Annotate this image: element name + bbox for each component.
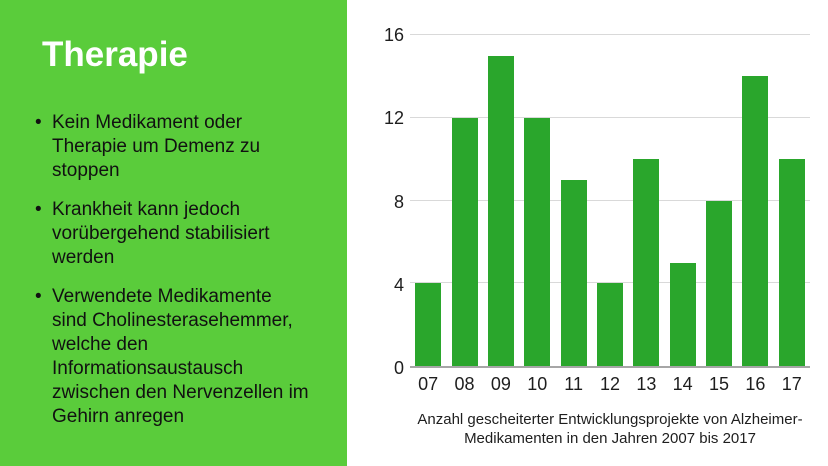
left-text-panel: Therapie Kein Medikament oder Therapie u… xyxy=(0,0,347,466)
bullet-text: Krankheit kann jedoch vorübergehend stab… xyxy=(52,199,270,268)
bar-slot-15 xyxy=(701,35,737,366)
y-tick-label-16: 16 xyxy=(383,25,404,45)
x-tick-label-10: 10 xyxy=(527,374,548,394)
x-tick-label-09: 09 xyxy=(490,374,511,394)
bar-slot-08 xyxy=(446,35,482,366)
chart-panel: 0 4 8 12 16 07 08 09 10 11 12 13 14 15 16 17 Anzahl ge… xyxy=(347,0,828,466)
slide-title: Therapie xyxy=(42,35,188,74)
bar-14 xyxy=(669,262,696,366)
bar-slot-14 xyxy=(665,35,701,366)
bar-slot-13 xyxy=(628,35,664,366)
gridline-12 xyxy=(410,116,810,118)
bar-16 xyxy=(742,76,769,366)
x-axis-labels: 07 08 09 10 11 12 13 14 15 16 17 xyxy=(410,374,810,395)
bar-slot-17 xyxy=(774,35,810,366)
bar-15 xyxy=(706,200,733,366)
bars xyxy=(410,35,810,366)
gridline-8 xyxy=(410,199,810,201)
x-tick-label-14: 14 xyxy=(672,374,693,394)
gridline-16 xyxy=(410,34,810,35)
x-tick-label-16: 16 xyxy=(745,374,766,394)
bar-slot-11 xyxy=(555,35,591,366)
chart-plot xyxy=(410,34,810,368)
x-tick-label-15: 15 xyxy=(709,374,730,394)
bullet-item-stabilization: Krankheit kann jedoch vorübergehend stab… xyxy=(35,198,339,270)
bullet-text: Kein Medikament oder Therapie um Demenz … xyxy=(52,112,261,181)
bar-09 xyxy=(487,55,514,366)
x-tick-label-17: 17 xyxy=(781,374,802,394)
x-tick-label-12: 12 xyxy=(599,374,620,394)
bar-13 xyxy=(633,159,660,366)
bar-10 xyxy=(524,117,551,366)
bar-slot-12 xyxy=(592,35,628,366)
bar-12 xyxy=(596,283,623,366)
bar-07 xyxy=(415,283,442,366)
bar-slot-09 xyxy=(483,35,519,366)
x-tick-label-13: 13 xyxy=(636,374,657,394)
plot-column: 07 08 09 10 11 12 13 14 15 16 17 Anzahl gescheiter… xyxy=(410,34,810,448)
bar-08 xyxy=(451,117,478,366)
y-tick-label-4: 4 xyxy=(393,274,404,295)
bullet-item-cholinesterase: Verwendete Medikamente sind Cholinestera… xyxy=(35,285,339,429)
chart-caption: Anzahl gescheiterter Entwicklungsprojekt… xyxy=(417,411,803,447)
bullet-text: Verwendete Medikamente sind Cholinestera… xyxy=(52,286,309,427)
y-tick-label-0: 0 xyxy=(393,358,404,378)
bullet-list: Kein Medikament oder Therapie um Demenz … xyxy=(35,111,339,429)
x-tick-label-11: 11 xyxy=(564,374,583,394)
bar-17 xyxy=(778,159,805,366)
failed-projects-bar-chart: 0 4 8 12 16 07 08 09 10 11 12 13 14 15 16 17 Anzahl ge… xyxy=(347,26,810,448)
bullet-item-no-medication: Kein Medikament oder Therapie um Demenz … xyxy=(35,111,339,183)
y-tick-label-8: 8 xyxy=(393,191,404,212)
bar-slot-16 xyxy=(737,35,773,366)
bar-slot-10 xyxy=(519,35,555,366)
bar-11 xyxy=(560,179,587,366)
gridline-4 xyxy=(410,282,810,284)
bar-slot-07 xyxy=(410,35,446,366)
y-tick-label-12: 12 xyxy=(383,108,404,129)
x-tick-label-07: 07 xyxy=(418,374,439,394)
x-tick-label-08: 08 xyxy=(454,374,475,394)
y-axis-labels: 0 4 8 12 16 xyxy=(347,26,410,377)
